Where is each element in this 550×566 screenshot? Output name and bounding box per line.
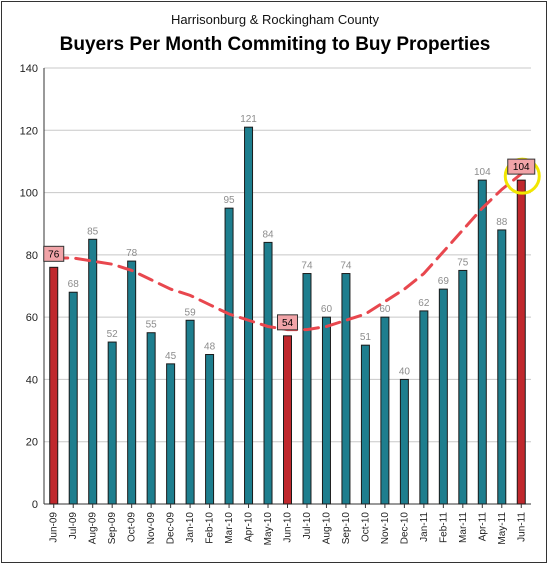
x-tick-label: Mar-10 <box>224 512 235 544</box>
data-label-box <box>277 314 298 331</box>
data-label: 51 <box>360 332 372 343</box>
data-label: 40 <box>399 366 411 377</box>
bar <box>88 238 98 505</box>
data-label: 104 <box>513 162 530 173</box>
chart-title: Buyers Per Month Commiting to Buy Proper… <box>59 34 491 55</box>
x-tick-label: Jun-10 <box>283 512 294 543</box>
chart-subtitle: Harrisonburg & Rockingham County <box>170 12 380 27</box>
x-tick-label: Feb-10 <box>205 512 216 544</box>
data-label: 74 <box>340 261 352 272</box>
bar <box>244 126 254 505</box>
bar <box>68 291 78 505</box>
x-tick-label: Apr-10 <box>244 512 255 542</box>
x-tick-label: Jun-11 <box>516 512 527 542</box>
data-label: 121 <box>240 114 257 125</box>
x-tick-label: Mar-11 <box>458 512 469 543</box>
y-tick-label: 60 <box>26 312 38 324</box>
x-tick-label: Aug-10 <box>321 512 332 545</box>
bar <box>185 319 195 505</box>
bar <box>516 179 526 505</box>
x-tick-label: Jul-10 <box>302 512 313 540</box>
data-label: 74 <box>301 261 313 272</box>
x-tick-label: Nov-09 <box>146 512 157 545</box>
x-tick-label: May-11 <box>497 512 508 545</box>
data-label: 59 <box>185 307 197 318</box>
data-label: 76 <box>48 249 60 260</box>
x-tick-label: Jul-09 <box>68 512 79 540</box>
x-tick-label: Dec-10 <box>399 512 410 545</box>
bar <box>477 179 487 505</box>
bar <box>283 335 292 505</box>
bar <box>380 316 390 505</box>
x-tick-label: Jun-09 <box>49 512 60 543</box>
bar <box>263 241 273 505</box>
data-label: 60 <box>321 304 333 315</box>
y-tick-label: 80 <box>26 250 38 262</box>
bar <box>458 269 468 505</box>
y-tick-label: 120 <box>20 125 38 137</box>
bar <box>166 363 176 505</box>
data-label: 95 <box>223 195 235 206</box>
bar <box>438 288 448 505</box>
data-label: 45 <box>165 351 177 362</box>
x-tick-label: Jan-10 <box>185 512 196 543</box>
bar <box>302 273 312 505</box>
x-tick-label: May-10 <box>263 512 274 546</box>
x-tick-label: Nov-10 <box>380 512 391 545</box>
data-label: 48 <box>204 342 216 353</box>
x-tick-label: Apr-11 <box>477 512 488 542</box>
bar <box>146 332 156 505</box>
y-tick-label: 20 <box>26 437 38 449</box>
x-tick-label: Feb-11 <box>438 512 449 543</box>
trend-line <box>52 172 523 332</box>
y-tick-label: 100 <box>20 188 38 200</box>
x-tick-label: Oct-10 <box>360 512 371 542</box>
y-tick-label: 140 <box>20 63 38 75</box>
bar <box>399 378 409 505</box>
data-label: 54 <box>282 318 294 329</box>
bar <box>49 266 59 505</box>
data-label: 60 <box>379 304 391 315</box>
x-tick-label: Oct-09 <box>127 512 138 542</box>
data-label: 85 <box>87 226 99 237</box>
data-label: 62 <box>418 298 430 309</box>
data-label-box <box>43 245 65 262</box>
bar <box>321 316 331 505</box>
bar <box>341 273 351 505</box>
x-tick-label: Sep-10 <box>341 512 352 545</box>
x-tick-label: Aug-09 <box>88 512 99 545</box>
bar <box>205 354 215 505</box>
data-label: 52 <box>107 329 119 340</box>
bar <box>127 260 137 505</box>
bar <box>497 229 507 505</box>
bar <box>224 207 234 505</box>
y-tick-label: 40 <box>26 374 38 386</box>
data-label: 78 <box>126 248 138 259</box>
x-tick-label: Jan-11 <box>419 512 430 542</box>
data-label: 104 <box>474 167 491 178</box>
bar <box>419 310 429 505</box>
data-label: 88 <box>496 217 508 228</box>
data-label: 55 <box>146 320 158 331</box>
bar <box>107 341 117 505</box>
data-label: 68 <box>68 279 80 290</box>
data-label-box <box>507 158 536 175</box>
data-label: 69 <box>438 276 450 287</box>
x-tick-label: Dec-09 <box>166 512 177 545</box>
data-label: 84 <box>262 229 274 240</box>
x-tick-label: Sep-09 <box>107 512 118 545</box>
bar <box>360 344 370 505</box>
data-label: 75 <box>457 257 469 268</box>
y-tick-label: 0 <box>32 499 38 511</box>
